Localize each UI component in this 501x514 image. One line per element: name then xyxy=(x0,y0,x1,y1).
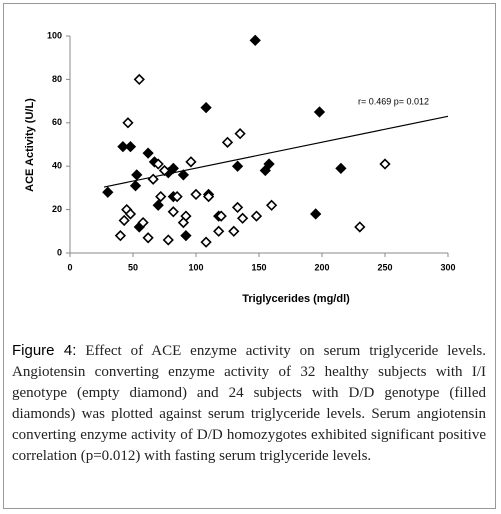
data-point xyxy=(117,141,129,153)
data-point xyxy=(177,169,190,181)
data-point xyxy=(124,208,137,220)
data-point xyxy=(379,158,391,170)
data-point xyxy=(167,206,179,218)
x-tick-label: 50 xyxy=(128,262,138,272)
data-point xyxy=(142,232,154,244)
data-point xyxy=(310,208,322,220)
caption-text: Effect of ACE enzyme activity on serum t… xyxy=(12,343,487,464)
data-point xyxy=(177,216,190,229)
data-point xyxy=(155,190,167,203)
data-point xyxy=(259,164,271,177)
data-point xyxy=(249,34,261,46)
x-tick-label: 150 xyxy=(251,262,266,272)
data-point xyxy=(147,173,159,185)
data-point xyxy=(335,162,347,175)
data-point xyxy=(122,117,134,129)
data-point xyxy=(152,199,164,211)
data-point xyxy=(137,216,149,229)
data-point xyxy=(265,199,278,211)
data-point xyxy=(162,234,174,246)
y-tick-label: 60 xyxy=(52,117,62,127)
x-tick-label: 100 xyxy=(188,262,203,272)
y-tick-label: 20 xyxy=(52,204,62,214)
x-tick-label: 300 xyxy=(440,262,455,272)
y-tick-label: 100 xyxy=(47,30,62,40)
data-point xyxy=(171,190,183,203)
data-point xyxy=(231,160,244,172)
data-point xyxy=(234,128,246,140)
data-point xyxy=(142,147,154,159)
x-axis-title: Triglycerides (mg/dl) xyxy=(242,293,350,305)
data-point xyxy=(215,210,227,222)
data-point xyxy=(114,230,127,242)
y-tick-label: 80 xyxy=(52,74,62,84)
data-point xyxy=(200,236,212,248)
y-tick-label: 40 xyxy=(52,161,62,171)
data-point xyxy=(263,158,275,170)
x-tick-label: 200 xyxy=(314,262,329,272)
data-point xyxy=(180,230,192,242)
x-tick-label: 250 xyxy=(377,262,392,272)
x-tick-label: 0 xyxy=(67,262,72,272)
data-point xyxy=(313,106,326,118)
y-axis-title: ACE Activity (U/L) xyxy=(24,98,36,192)
data-point xyxy=(202,190,215,203)
data-point xyxy=(231,201,244,214)
chart: Triglycerides (mg/dl) ACE Activity (U/L)… xyxy=(24,30,456,305)
data-point xyxy=(133,73,145,86)
data-point xyxy=(158,164,171,177)
data-point xyxy=(118,214,130,227)
data-point xyxy=(228,225,240,237)
data-point xyxy=(200,101,212,114)
y-tick-label: 0 xyxy=(57,247,62,257)
data-point xyxy=(131,169,143,181)
data-point xyxy=(250,210,263,222)
figure-frame xyxy=(3,3,496,509)
data-point xyxy=(213,225,225,237)
data-point xyxy=(221,136,234,148)
caption: Figure 4: Effect of ACE enzyme activity … xyxy=(12,340,486,467)
data-point xyxy=(354,221,366,233)
data-point xyxy=(152,158,164,170)
data-point xyxy=(185,156,197,168)
data-point xyxy=(236,212,249,224)
trendline xyxy=(103,115,449,188)
data-point xyxy=(167,162,179,175)
caption-label: Figure 4: xyxy=(12,342,77,359)
data-point xyxy=(124,141,137,153)
data-point xyxy=(190,188,202,201)
data-point xyxy=(102,186,114,198)
data-point xyxy=(129,180,142,192)
annotation: r= 0.469 p= 0.012 xyxy=(358,96,429,106)
